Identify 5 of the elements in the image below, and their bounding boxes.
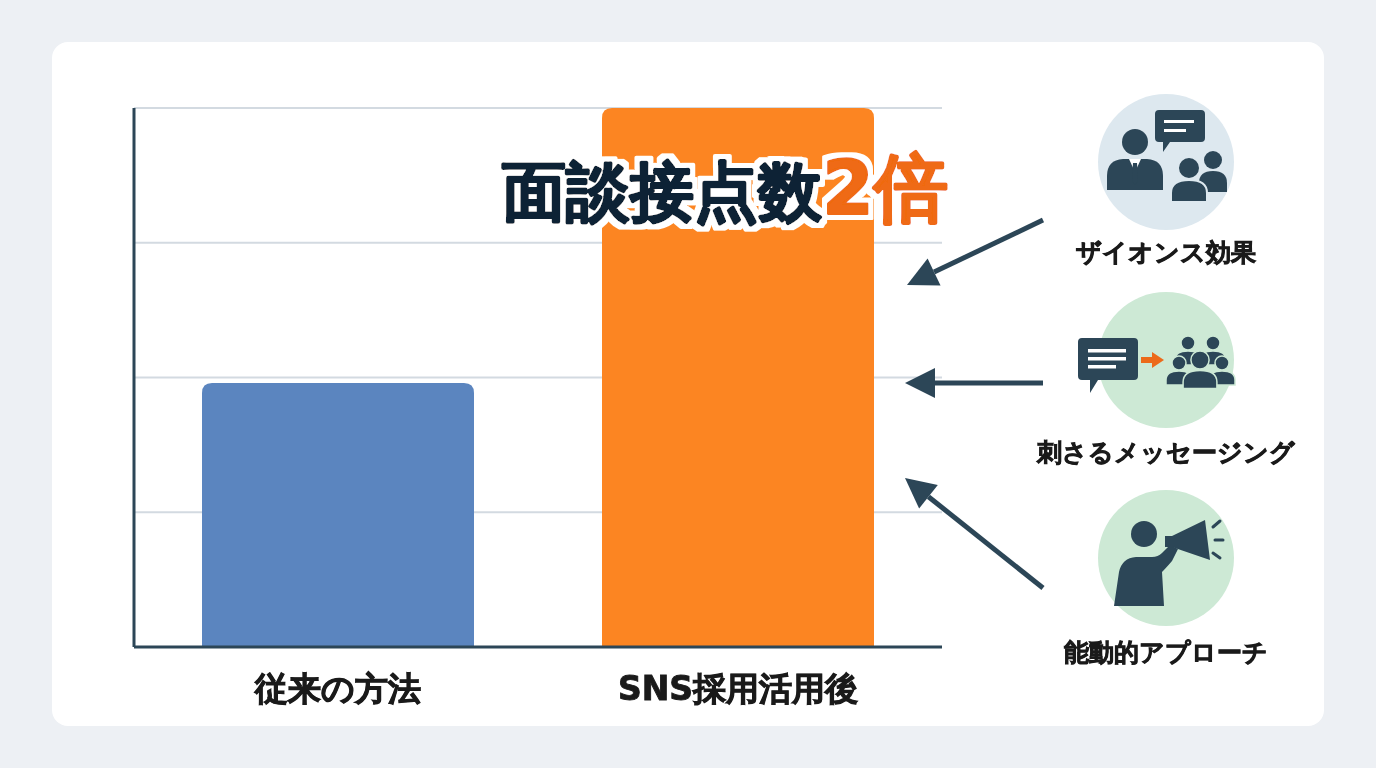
x-tick-label: SNS採用活用後 [617,669,859,708]
text: 刺さるメッセージング [1036,437,1296,467]
text: 能動的アプローチ [1064,637,1268,667]
text: ザイオンス効果 [1076,237,1256,267]
x-tick-label: 従来の方法 [254,669,421,708]
